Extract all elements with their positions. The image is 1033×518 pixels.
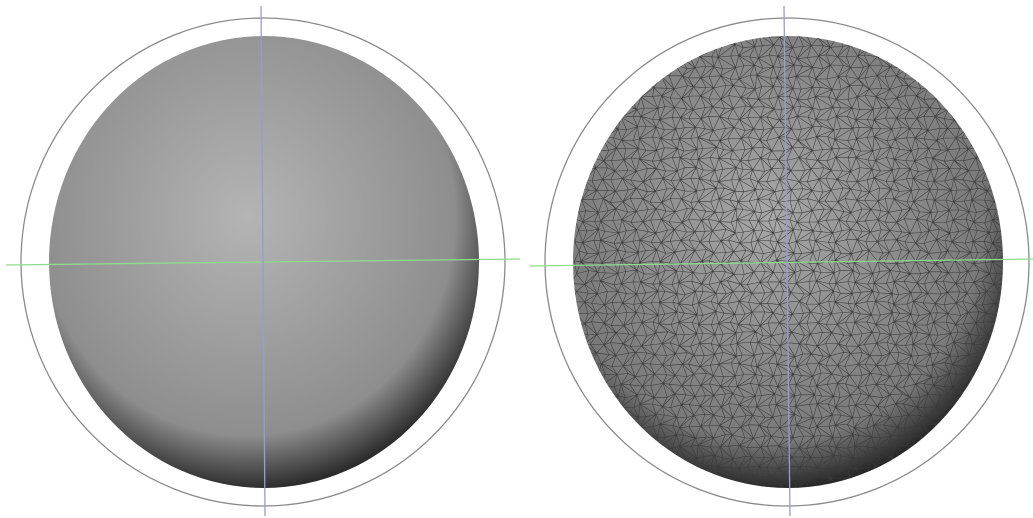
panel-smooth-shaded: [5, 5, 521, 517]
vertical-axis-line: [783, 5, 791, 517]
horizontal-axis-line: [529, 258, 1033, 267]
vertical-axis-line: [260, 5, 266, 517]
panel-wireframe-shaded: [529, 5, 1033, 517]
bounding-circle: [544, 17, 1030, 507]
bounding-circle: [20, 17, 506, 507]
